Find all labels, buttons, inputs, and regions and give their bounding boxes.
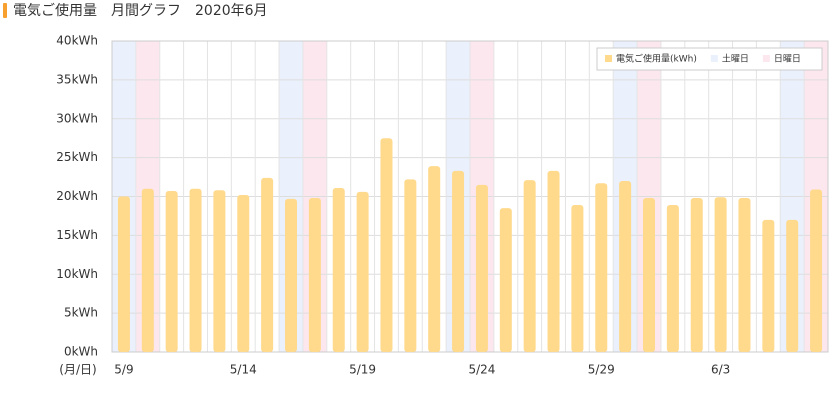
x-tick-label: 5/29: [588, 363, 615, 377]
bar: [762, 219, 775, 352]
x-tick-label: 5/9: [114, 363, 133, 377]
y-tick-label: 30kWh: [56, 111, 98, 125]
bar: [475, 184, 488, 352]
bar: [452, 170, 465, 352]
bar: [237, 194, 250, 352]
chart-title: 電気ご使用量 月間グラフ 2020年6月: [13, 2, 268, 19]
y-tick-label: 0kWh: [64, 345, 98, 359]
bar: [714, 197, 727, 352]
bar: [595, 183, 608, 352]
bar: [285, 198, 297, 352]
legend-swatch: [605, 55, 612, 62]
bar: [356, 191, 369, 352]
bar: [690, 198, 703, 352]
legend-swatch: [710, 55, 718, 62]
x-tick-label: 6/3: [711, 363, 730, 377]
title-accent: [3, 3, 7, 18]
bar: [308, 198, 321, 352]
bar: [117, 196, 130, 352]
x-tick-label: 5/24: [468, 363, 495, 377]
legend-swatch: [762, 55, 770, 62]
bar: [523, 180, 536, 352]
legend-box: [596, 47, 823, 71]
bar: [141, 188, 154, 352]
y-tick-label: 15kWh: [56, 228, 98, 242]
bar: [380, 138, 393, 352]
bar: [404, 179, 417, 352]
bar: [786, 219, 799, 352]
bar: [666, 205, 679, 352]
bar: [810, 189, 823, 352]
bar: [738, 198, 751, 352]
x-tick-label: 5/14: [230, 363, 257, 377]
bar: [213, 190, 226, 352]
bar: [547, 170, 560, 352]
y-tick-label: 35kWh: [56, 72, 98, 86]
bar: [499, 208, 512, 352]
y-tick-label: 25kWh: [56, 150, 98, 164]
bar: [189, 188, 202, 352]
bar: [571, 205, 584, 352]
legend-label: 電気ご使用量(kWh): [616, 53, 697, 65]
bar: [619, 180, 632, 352]
bar: [332, 187, 345, 352]
y-tick-label: 20kWh: [56, 189, 98, 203]
y-tick-label: 5kWh: [64, 306, 98, 320]
x-axis-label: (月/日): [59, 363, 96, 377]
x-tick-label: 5/19: [349, 363, 376, 377]
y-tick-label: 10kWh: [56, 267, 98, 281]
legend-label: 日曜日: [774, 54, 801, 65]
plot-border: [111, 40, 829, 353]
bar: [261, 177, 274, 352]
bar: [428, 166, 441, 352]
y-tick-label: 40kWh: [56, 34, 98, 48]
legend-label: 土曜日: [722, 53, 749, 65]
bar: [643, 198, 655, 352]
bar: [165, 191, 178, 352]
